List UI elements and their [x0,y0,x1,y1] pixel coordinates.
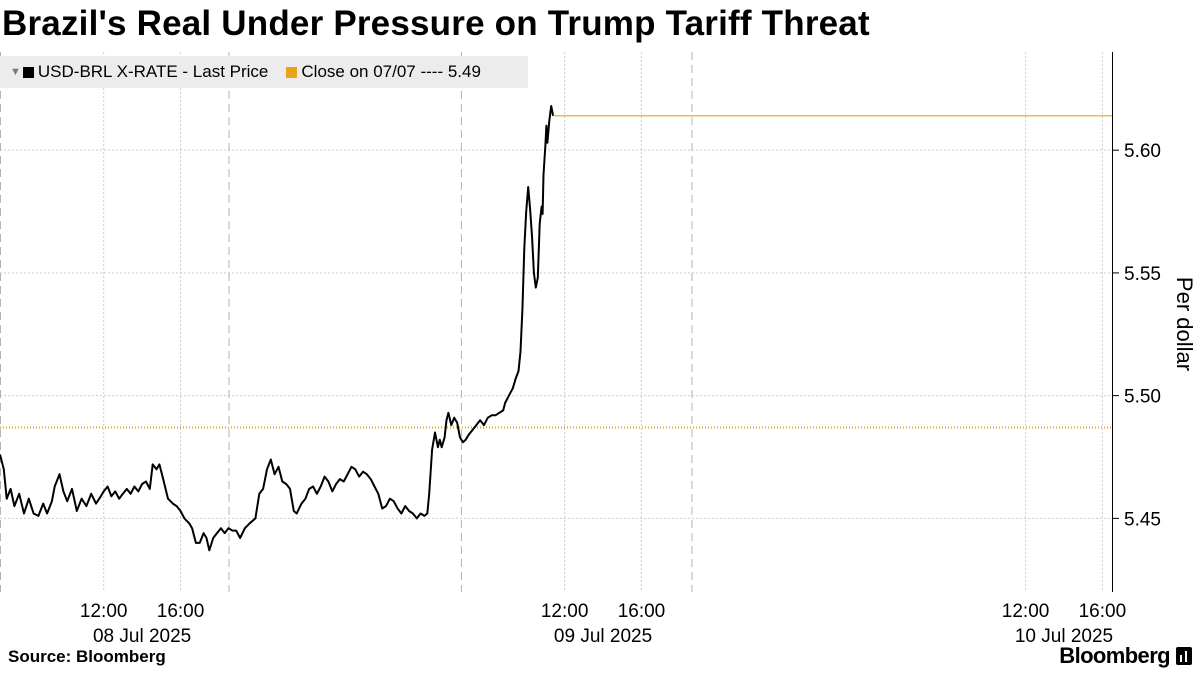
legend-label: Close on 07/07 ---- 5.49 [301,62,481,81]
y-tick-label: 5.60 [1124,141,1161,162]
y-tick-label: 5.50 [1124,387,1161,408]
x-day-label: 10 Jul 2025 [1015,626,1113,647]
legend-item-last-price: ▼ USD-BRL X-RATE - Last Price [10,62,268,82]
horizontal-gridlines [0,149,1112,519]
chart-title: Brazil's Real Under Pressure on Trump Ta… [2,4,870,43]
x-tick-label: 16:00 [157,601,205,622]
series-line-usd-brl [0,105,555,552]
x-tick-label: 12:00 [541,601,589,622]
brand-name: Bloomberg [1059,643,1170,668]
x-day-labels: 08 Jul 2025 09 Jul 2025 10 Jul 2025 [93,626,1113,647]
legend-swatch-black [22,66,34,78]
x-tick-label: 16:00 [1079,601,1127,622]
x-tick-label: 16:00 [618,601,666,622]
x-tick-label: 12:00 [1002,601,1050,622]
vertical-gridlines [103,52,1103,592]
y-axis-label: Per dollar [1172,277,1197,371]
legend-item-close: Close on 07/07 ---- 5.49 [286,62,481,82]
brand-logo: Bloomberg [1059,643,1192,669]
brand-mark-icon [1176,647,1192,665]
x-day-label: 08 Jul 2025 [93,626,191,647]
x-ticks: 12:00 16:00 12:00 16:00 12:00 16:00 [80,601,1126,622]
x-day-label: 09 Jul 2025 [554,626,652,647]
legend: ▼ USD-BRL X-RATE - Last Price Close on 0… [0,56,528,88]
legend-label: USD-BRL X-RATE - Last Price [37,62,269,81]
y-ticks: 5.45 5.50 5.55 5.60 [1112,141,1161,530]
y-tick-label: 5.55 [1124,264,1161,285]
y-tick-label: 5.45 [1124,509,1161,530]
pin-icon: ▼ [10,66,21,78]
day-separators [0,52,693,592]
source-note: Source: Bloomberg [8,647,166,666]
legend-swatch-orange [286,66,298,78]
x-tick-label: 12:00 [80,601,128,622]
